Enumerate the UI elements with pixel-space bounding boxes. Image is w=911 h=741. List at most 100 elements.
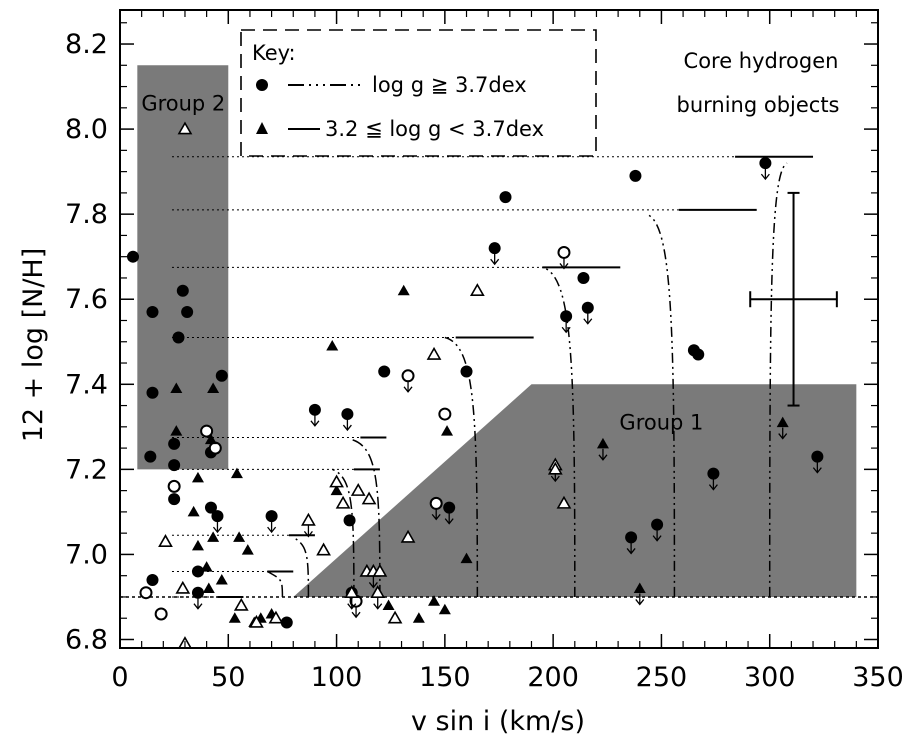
circle-filled-point-3	[146, 386, 159, 399]
triangle-filled-point-1	[170, 382, 183, 394]
legend-entry-1-label: log g ≧ 3.7dex	[372, 73, 527, 97]
circle-open-point-10	[557, 245, 571, 259]
y-tick-label-7: 8.2	[65, 29, 108, 60]
circle-filled-point-26	[460, 365, 473, 378]
triangle-filled-point-2	[170, 425, 183, 436]
triangle-filled-point-30	[412, 612, 425, 623]
circle-filled-point-2	[146, 305, 159, 318]
x-tick-label-6: 300	[744, 662, 796, 693]
triangle-open-point-25	[361, 491, 377, 505]
x-axis-label: v sin i (km/s)	[411, 706, 585, 737]
triangle-filled-point-21	[397, 284, 410, 296]
triangle-open-point-12	[350, 483, 366, 496]
legend-title: Key:	[252, 41, 296, 65]
upper-limit-head-3-21	[550, 475, 560, 483]
triangle-filled-point-24	[438, 603, 451, 615]
circle-open-point-7	[401, 369, 415, 383]
circle-open-point-5	[208, 441, 222, 455]
legend: Key: log g ≧ 3.7dex 3.2 ≦ log g < 3.7dex	[240, 29, 597, 157]
triangle-filled-point-25	[460, 552, 473, 564]
upper-limit-head-2-27	[778, 433, 788, 440]
triangle-filled-point-26	[596, 437, 609, 449]
upper-limit-head-0-19	[310, 420, 320, 427]
y-axis-label: 12 + log [N/H]	[18, 248, 49, 443]
plot-frame	[119, 9, 879, 649]
circle-filled-point-25	[443, 501, 456, 514]
upper-limit-head-1-9	[559, 263, 569, 270]
circle-filled-point-33	[625, 531, 638, 544]
circle-open-point-4	[200, 424, 214, 438]
circle-filled-point-36	[692, 348, 705, 361]
triangle-open-point-19	[400, 529, 416, 543]
circle-filled-point-34	[651, 518, 664, 531]
curve-2	[542, 266, 576, 597]
triangle-open-point-20	[426, 346, 442, 360]
circle-filled-point-16	[211, 510, 224, 523]
circle-filled-point-1	[126, 250, 139, 263]
circle-filled-point-24	[378, 365, 391, 378]
legend-triangle-marker	[256, 122, 268, 134]
upper-limit-head-0-20	[342, 424, 352, 432]
upper-limit-head-0-38	[812, 467, 822, 474]
circle-filled-point-37	[707, 467, 720, 480]
triangle-open-point-16	[370, 585, 386, 599]
triangle-filled-point-11	[202, 582, 215, 593]
upper-limit-head-3-7	[303, 530, 313, 538]
regions-layer: Group 2 Group 1	[137, 65, 857, 597]
y-tick-label-2: 7.2	[65, 454, 108, 485]
circle-filled-point-5	[168, 437, 181, 450]
triangle-filled-point-7	[191, 539, 204, 551]
upper-limit-head-0-26	[490, 258, 500, 266]
circle-open-point-8	[429, 496, 443, 510]
circle-filled-point-32	[629, 169, 642, 182]
upper-limit-head-1-5	[351, 611, 361, 619]
circle-open-point-9	[438, 407, 452, 421]
triangle-filled-point-5	[191, 471, 204, 483]
circle-filled-point-9	[176, 284, 189, 297]
triangle-filled-point-23	[428, 595, 441, 606]
upper-limit-head-1-6	[403, 386, 413, 393]
y-tick-label-1: 7.0	[65, 539, 108, 570]
annotation: Core hydrogen burning objects	[676, 49, 839, 117]
circle-filled-point-27	[488, 242, 501, 255]
upper-limit-head-0-24	[444, 518, 454, 525]
triangle-filled-point-27	[633, 582, 646, 593]
circle-filled-point-13	[204, 501, 217, 514]
circle-filled-point-14	[191, 565, 204, 578]
upper-limit-head-0-28	[561, 326, 571, 334]
curve-8	[266, 570, 284, 597]
y-tick-label-4: 7.6	[65, 284, 108, 315]
circle-filled-point-6	[168, 459, 181, 472]
annotation-line-1: Core hydrogen	[684, 49, 839, 73]
circle-filled-point-20	[308, 403, 321, 416]
triangle-open-point-7	[268, 610, 284, 624]
circle-filled-point-19	[280, 616, 293, 629]
y-tick-label-0: 6.8	[65, 624, 108, 655]
upper-limit-head-0-30	[583, 318, 593, 325]
triangle-open-point-6	[249, 614, 264, 628]
triangle-filled-point-6	[187, 505, 200, 517]
triangle-open-point-18	[387, 610, 403, 624]
curve-3	[646, 213, 676, 597]
triangle-filled-point-13	[233, 531, 246, 542]
curve-6	[331, 468, 355, 597]
triangle-filled-point-20	[330, 484, 343, 496]
circle-open-point-2	[154, 607, 168, 621]
upper-limit-head-0-16	[193, 603, 203, 610]
triangle-open-point-23	[547, 461, 563, 475]
region-label-group-2: Group 2	[141, 91, 225, 115]
y-tick-label-5: 7.8	[65, 199, 108, 230]
triangle-open-point-8	[301, 512, 316, 526]
circle-filled-point-30	[577, 271, 590, 284]
circle-filled-point-10	[181, 305, 194, 318]
circle-filled-point-7	[168, 493, 181, 506]
annotation-line-2: burning objects	[676, 93, 839, 117]
x-tick-label-5: 250	[636, 662, 688, 693]
legend-circle-marker	[256, 79, 268, 91]
upper-limit-head-0-32	[626, 548, 636, 555]
x-tick-label-3: 150	[419, 662, 471, 693]
triangle-open-point-9	[316, 542, 331, 556]
triangle-open-point-17	[344, 585, 360, 599]
triangle-filled-point-4	[204, 433, 217, 445]
triangle-filled-point-9	[200, 561, 213, 572]
